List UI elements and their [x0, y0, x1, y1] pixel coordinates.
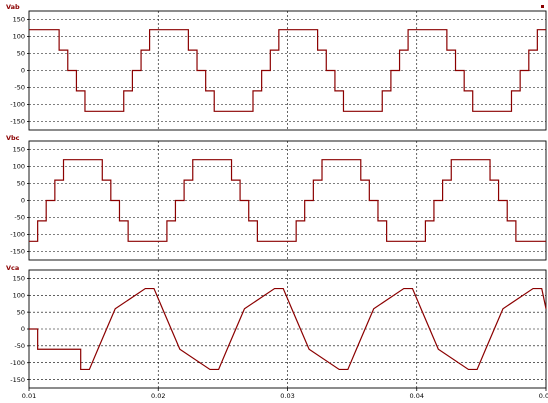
y-tick-label: -100 — [10, 359, 25, 367]
y-tick-label: -100 — [10, 101, 25, 109]
y-tick-label: 100 — [13, 33, 25, 41]
y-tick-label: 0 — [21, 325, 25, 333]
y-tick-label: 150 — [13, 146, 25, 154]
y-tick-label: 150 — [13, 16, 25, 24]
corner-marker — [541, 5, 544, 8]
panel-vca: Vca 150 100 50 0 -50 -100 -150 0.01 0.02 0.03 0.04 0… — [6, 264, 548, 400]
series-line — [29, 29, 546, 112]
y-tick-label: 50 — [17, 180, 25, 188]
series-line — [29, 159, 546, 242]
y-tick-label: -150 — [10, 118, 25, 126]
panel-title: Vbc — [6, 134, 20, 142]
x-tick-label: 0.02 — [151, 392, 165, 400]
x-tick-label: 0.04 — [410, 392, 424, 400]
x-tick-label: 0.03 — [280, 392, 294, 400]
y-tick-label: 100 — [13, 291, 25, 299]
y-tick-label: 50 — [17, 308, 25, 316]
y-tick-label: 50 — [17, 50, 25, 58]
panel-frame — [28, 10, 547, 131]
x-tick-label: 0.01 — [22, 392, 36, 400]
y-tick-label: 150 — [13, 275, 25, 283]
y-tick-label: -100 — [10, 231, 25, 239]
x-tick-label: 0.05 — [539, 392, 548, 400]
y-tick-label: -150 — [10, 376, 25, 384]
panel-frame — [28, 140, 547, 261]
panel-title: Vca — [6, 264, 19, 272]
panel-title: Vab — [6, 3, 20, 11]
y-tick-label: -50 — [14, 342, 25, 350]
series-line — [29, 287, 547, 371]
y-tick-label: -50 — [14, 84, 25, 92]
y-tick-label: 100 — [13, 163, 25, 171]
panel-vab: Vab 150 100 50 0 -50 -100 -150 — [6, 3, 547, 131]
y-tick-label: 0 — [21, 67, 25, 75]
y-tick-label: -50 — [14, 214, 25, 222]
y-tick-label: 0 — [21, 197, 25, 205]
panel-vbc: Vbc 150 100 50 0 -50 -100 -150 — [6, 134, 547, 261]
y-tick-label: -150 — [10, 248, 25, 256]
